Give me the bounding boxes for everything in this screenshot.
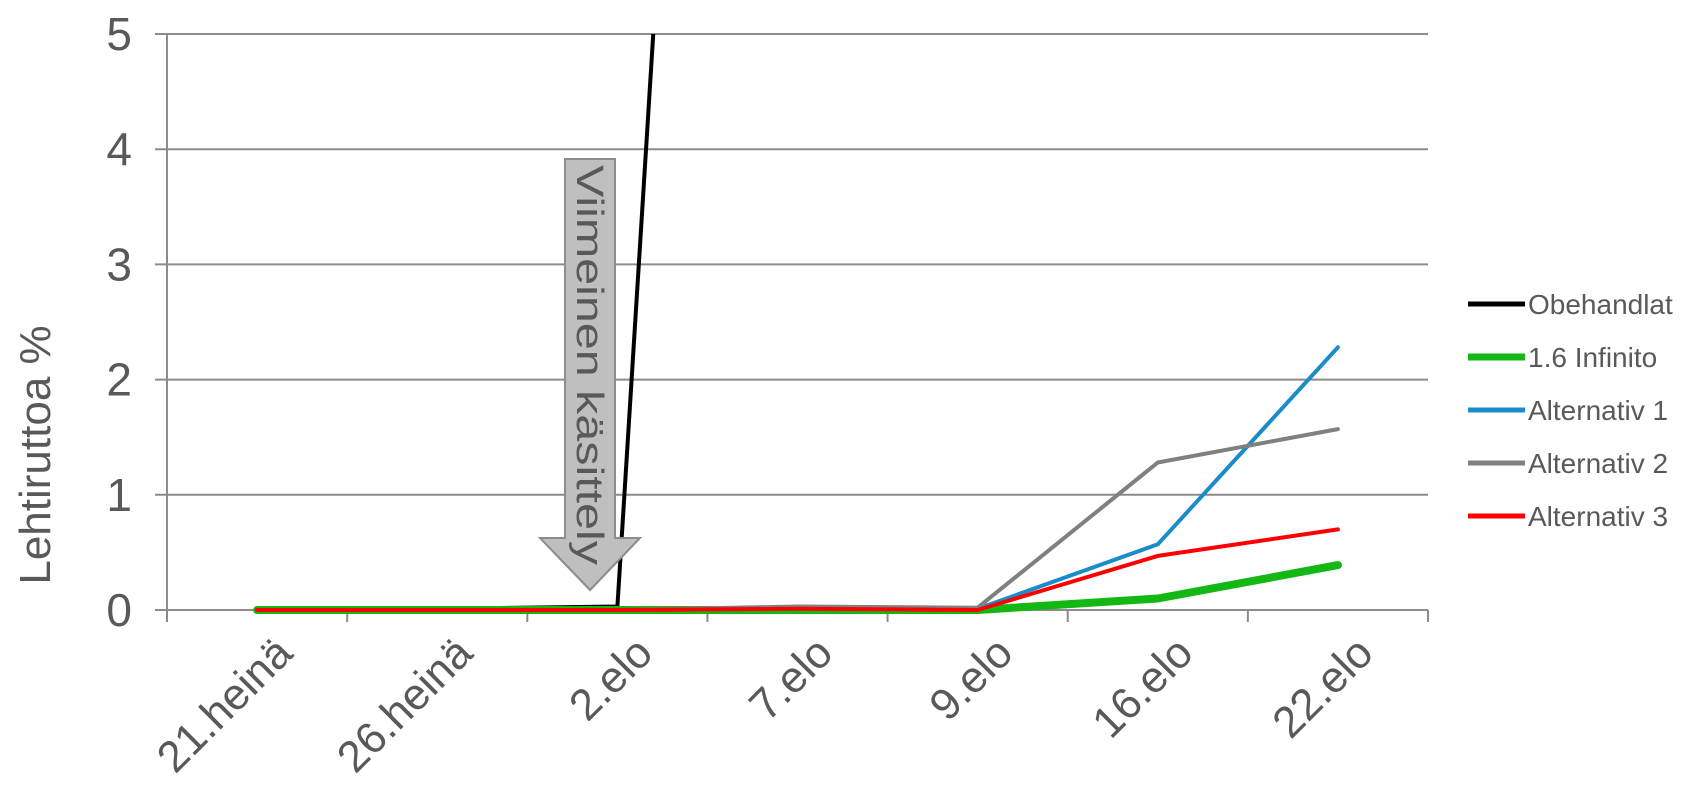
annotation-arrow: Viimeinen käsittely [537,158,643,592]
legend-label: Alternativ 2 [1528,448,1668,479]
y-axis-label: Lehtiruttoa % [11,325,60,584]
legend-label: 1.6 Infinito [1528,342,1657,373]
annotation-arrow-shape [537,158,643,592]
x-tick-label: 9.elo [920,628,1022,730]
legend-label: Alternativ 1 [1528,395,1668,426]
series-line-1-6-infinito [253,561,1342,614]
legend: Obehandlat 1.6 Infinito Alternativ 1 Altern… [1468,289,1673,532]
y-tick-label: 4 [106,123,132,175]
y-tick-label: 0 [106,584,132,636]
series-line-obehandlat [255,34,656,612]
y-tick-label: 5 [106,8,132,60]
series-line-alternativ-2 [255,427,1340,612]
x-tick-label: 7.elo [740,628,842,730]
annotation-label: Viimeinen käsittely [568,165,610,565]
y-tick-label: 2 [106,354,132,406]
y-tick-label: 1 [106,469,132,521]
series-line-alternativ-1 [255,345,1340,612]
x-tick-labels: 21.heinä 26.heinä 2.elo 7.elo 9.elo 16.elo 22.… [148,628,1383,782]
legend-label: Alternativ 3 [1528,501,1668,532]
legend-label: Obehandlat [1528,289,1673,320]
x-tick-label: 26.heinä [328,628,482,782]
x-tick-label: 16.elo [1083,628,1202,747]
x-tick-label: 21.heinä [148,628,302,782]
x-tick-label: 22.elo [1263,628,1382,747]
axes [166,34,1429,622]
y-tick-label: 3 [106,238,132,290]
x-tick-label: 2.elo [560,628,662,730]
y-tick-labels: 0 1 2 3 4 5 [106,8,132,636]
gridlines [155,33,1428,611]
series-line-alternativ-3 [255,527,1340,612]
series-lines [253,34,1342,614]
